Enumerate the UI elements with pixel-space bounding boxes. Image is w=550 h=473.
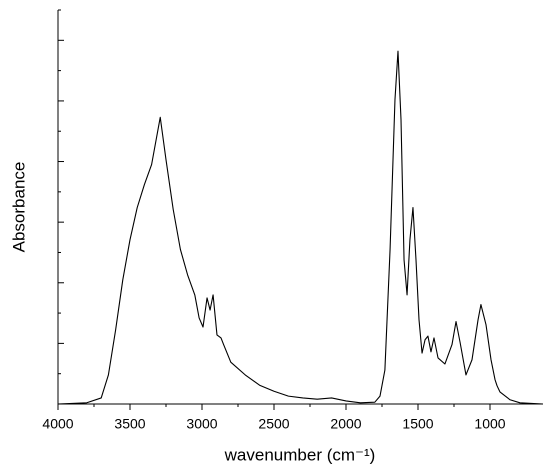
spectrum-line: [57, 50, 544, 405]
x-tick-label: 3000: [186, 416, 217, 432]
x-tick-label: 1000: [474, 416, 505, 432]
x-tick-label: 2000: [330, 416, 361, 432]
y-axis-title: Absorbance: [9, 162, 28, 253]
x-tick-label: 3500: [114, 416, 145, 432]
x-tick-label: 1500: [402, 416, 433, 432]
x-axis-title: wavenumber (cm⁻¹): [224, 445, 376, 464]
x-tick-label: 2500: [258, 416, 289, 432]
x-tick-label: 4000: [42, 416, 73, 432]
